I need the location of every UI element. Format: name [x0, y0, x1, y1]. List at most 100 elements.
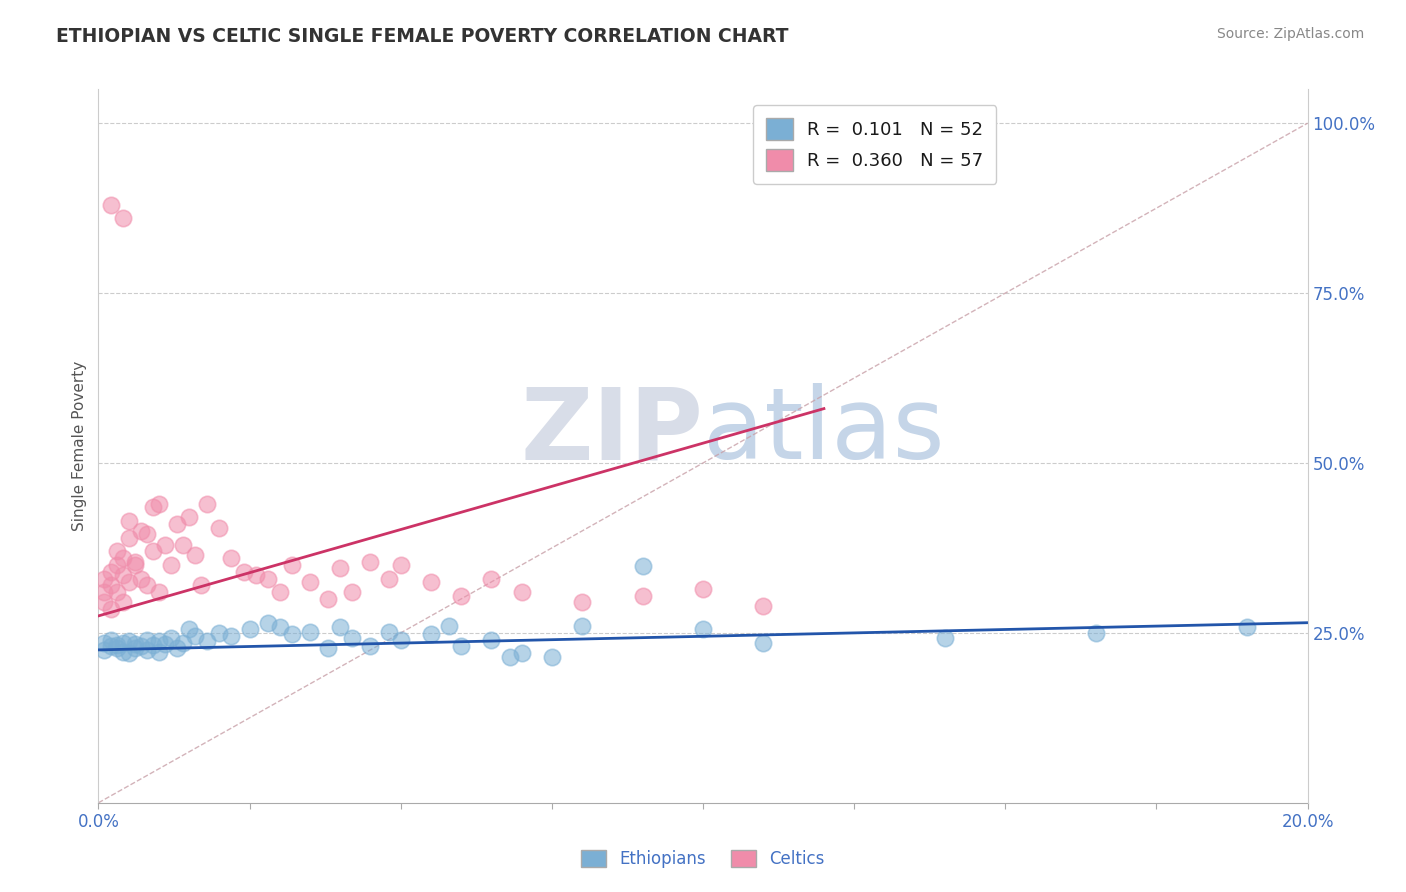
Point [510, 585, 533, 599]
Point [450, 589, 472, 603]
Point [105, 558, 128, 572]
Point [195, 634, 218, 648]
Point [316, 591, 339, 606]
Point [100, 198, 122, 212]
Point [208, 520, 231, 534]
Point [540, 649, 562, 664]
Point [105, 585, 128, 599]
Point [166, 517, 188, 532]
Point [329, 561, 352, 575]
Point [481, 632, 503, 647]
Text: Source: ZipAtlas.com: Source: ZipAtlas.com [1216, 27, 1364, 41]
Point [148, 634, 170, 648]
Point [142, 500, 165, 515]
Point [184, 629, 207, 643]
Point [172, 636, 194, 650]
Point [118, 514, 141, 528]
Legend: R =  0.101   N = 52, R =  0.360   N = 57: R = 0.101 N = 52, R = 0.360 N = 57 [754, 105, 997, 184]
Point [100, 578, 122, 592]
Point [148, 645, 170, 659]
Y-axis label: Single Female Poverty: Single Female Poverty [72, 361, 87, 531]
Point [148, 497, 170, 511]
Point [105, 640, 128, 655]
Point [118, 634, 141, 648]
Point [245, 568, 267, 582]
Point [135, 578, 157, 592]
Point [256, 615, 278, 630]
Point [342, 585, 364, 599]
Point [124, 637, 146, 651]
Point [118, 646, 141, 660]
Point [1236, 620, 1258, 634]
Text: ETHIOPIAN VS CELTIC SINGLE FEMALE POVERTY CORRELATION CHART: ETHIOPIAN VS CELTIC SINGLE FEMALE POVERT… [56, 27, 789, 45]
Point [1085, 626, 1108, 640]
Point [135, 632, 157, 647]
Point [377, 624, 399, 639]
Point [111, 568, 134, 582]
Point [377, 572, 399, 586]
Point [481, 572, 503, 586]
Point [160, 632, 183, 646]
Point [153, 637, 176, 651]
Point [269, 585, 291, 599]
Point [571, 595, 593, 609]
Point [420, 627, 443, 641]
Point [105, 638, 128, 652]
Point [100, 602, 122, 616]
Point [221, 629, 243, 643]
Point [100, 565, 122, 579]
Point [934, 632, 956, 646]
Point [342, 632, 364, 646]
Point [299, 624, 322, 639]
Point [437, 619, 460, 633]
Point [631, 589, 654, 603]
Point [184, 548, 207, 562]
Point [105, 544, 128, 558]
Point [166, 640, 188, 655]
Point [93, 595, 115, 609]
Point [208, 626, 231, 640]
Point [111, 211, 134, 226]
Point [221, 551, 243, 566]
Point [129, 572, 152, 586]
Point [100, 632, 122, 647]
Point [239, 623, 262, 637]
Point [118, 574, 141, 589]
Point [631, 559, 654, 574]
Point [179, 623, 201, 637]
Text: atlas: atlas [703, 384, 945, 480]
Text: ZIP: ZIP [520, 384, 703, 480]
Point [93, 636, 115, 650]
Point [111, 551, 134, 566]
Point [111, 645, 134, 659]
Point [111, 595, 134, 609]
Point [93, 572, 115, 586]
Point [124, 640, 146, 655]
Point [571, 619, 593, 633]
Point [190, 578, 212, 592]
Point [129, 640, 152, 654]
Point [111, 636, 134, 650]
Point [118, 531, 141, 545]
Legend: Ethiopians, Celtics: Ethiopians, Celtics [575, 843, 831, 875]
Point [389, 558, 412, 572]
Point [142, 638, 165, 652]
Point [135, 643, 157, 657]
Point [752, 636, 775, 650]
Point [135, 527, 157, 541]
Point [100, 640, 122, 654]
Point [510, 646, 533, 660]
Point [256, 572, 278, 586]
Point [281, 627, 304, 641]
Point [93, 585, 115, 599]
Point [142, 544, 165, 558]
Point [93, 643, 115, 657]
Point [752, 599, 775, 613]
Point [692, 623, 714, 637]
Point [299, 574, 322, 589]
Point [148, 585, 170, 599]
Point [269, 620, 291, 634]
Point [281, 558, 304, 572]
Point [316, 640, 339, 655]
Point [360, 555, 382, 569]
